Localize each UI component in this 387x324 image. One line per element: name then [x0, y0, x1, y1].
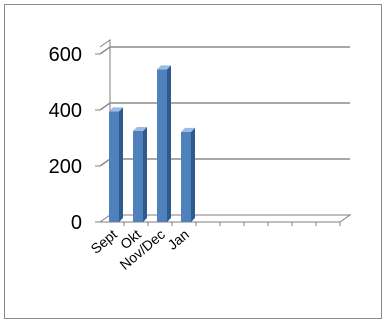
bar-front [133, 131, 143, 222]
bar-top [109, 107, 123, 112]
bar-top [133, 127, 147, 131]
bar-front [109, 111, 119, 222]
bar-side [119, 107, 123, 222]
x-category-label: Jan [164, 226, 192, 253]
bar-front [181, 131, 191, 222]
bar-top [181, 127, 195, 132]
bars [109, 65, 195, 223]
gridline [99, 46, 350, 55]
gridline [99, 102, 350, 111]
bar-top [157, 65, 171, 70]
y-tick-label: 200 [49, 156, 82, 178]
y-tick-label: 400 [49, 100, 82, 122]
y-axis-ticks: 0 200 400 600 [49, 44, 100, 234]
bar-side [191, 127, 195, 222]
bar-side [167, 65, 171, 223]
y-tick-label: 600 [49, 44, 82, 66]
bar-front [157, 69, 167, 223]
y-tick-label: 0 [71, 212, 82, 234]
x-category-label: Sept [88, 226, 120, 257]
chart-frame: 0 200 400 600 Sept Okt Nov/Dec Jan [4, 4, 382, 319]
bar-side [143, 127, 147, 222]
side-wall [99, 39, 111, 223]
